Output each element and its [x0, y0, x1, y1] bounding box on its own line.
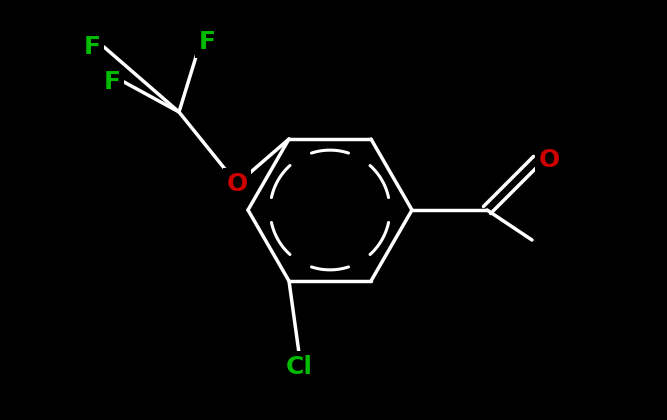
- Text: O: O: [538, 148, 560, 172]
- Text: Cl: Cl: [285, 355, 313, 379]
- Text: F: F: [103, 70, 121, 94]
- Text: O: O: [226, 172, 247, 196]
- Text: F: F: [199, 30, 215, 54]
- Text: F: F: [83, 35, 101, 59]
